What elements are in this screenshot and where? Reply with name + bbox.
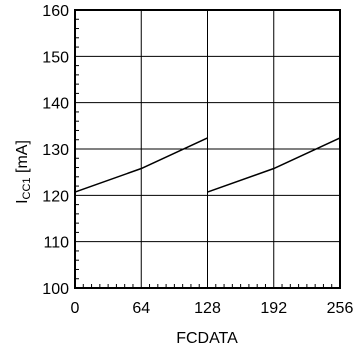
y-axis-label-unit: [mA] <box>14 140 31 177</box>
y-axis-label-subscript: CC1 <box>21 177 33 199</box>
series-line-1 <box>74 137 208 193</box>
grid <box>75 10 340 288</box>
series-layer <box>74 137 341 193</box>
x-tick-label: 192 <box>260 300 287 317</box>
y-tick-label: 130 <box>42 142 69 159</box>
y-tick-label: 120 <box>42 188 69 205</box>
series-line-2 <box>207 137 341 193</box>
x-tick-labels: 0 64 128 192 256 <box>71 300 354 317</box>
x-tick-label: 256 <box>327 300 354 317</box>
y-axis-label: ICC1 [mA] <box>14 140 33 204</box>
x-tick-label: 64 <box>132 300 150 317</box>
plot-frame <box>74 9 341 289</box>
y-tick-label: 110 <box>43 235 69 252</box>
x-tick-label: 128 <box>194 300 221 317</box>
y-tick-label: 160 <box>42 3 69 20</box>
x-axis-label: FCDATA <box>176 330 238 347</box>
minor-ticks <box>75 18 333 288</box>
y-tick-labels: 100 110 120 130 140 150 160 <box>42 3 69 298</box>
y-tick-label: 150 <box>42 49 69 66</box>
y-tick-label: 140 <box>42 96 69 113</box>
x-tick-label: 0 <box>71 300 80 317</box>
y-axis-label-main: I <box>14 199 31 203</box>
y-tick-label: 100 <box>42 281 69 298</box>
